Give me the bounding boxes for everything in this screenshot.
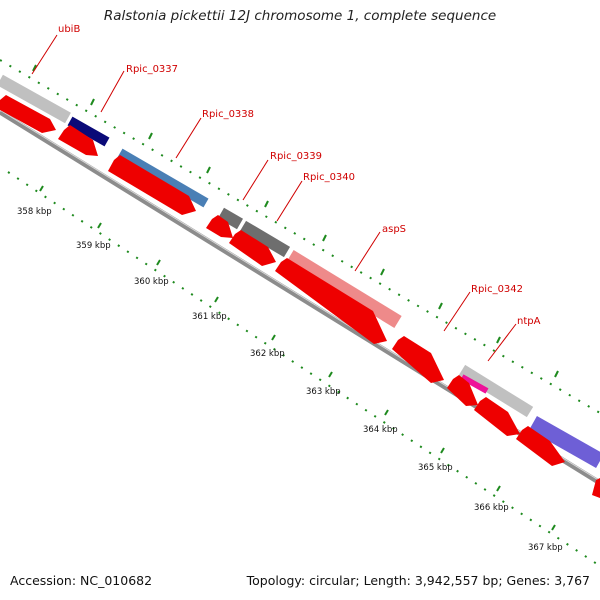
gene-label-ubiB[interactable]: ubiB: [58, 24, 80, 35]
gene-Rpic_0337-box[interactable]: [67, 116, 110, 147]
gene-label-Rpic_0337[interactable]: Rpic_0337: [126, 64, 178, 75]
gene-label-ntpA[interactable]: ntpA: [517, 316, 541, 327]
gene-Rpic_0340-box[interactable]: [239, 220, 291, 258]
gene-label-Rpic_0338[interactable]: Rpic_0338: [202, 109, 254, 120]
cds-arrow[interactable]: [206, 215, 233, 238]
kbp-label: 364 kbp: [363, 425, 398, 435]
gene-ntpA-box[interactable]: [458, 364, 534, 418]
cds-arrow[interactable]: [275, 258, 387, 344]
cds-arrow[interactable]: [392, 336, 444, 383]
inner-major-ticks: [39, 185, 556, 531]
gene-Rpic_0338-box[interactable]: [117, 148, 209, 208]
kbp-label: 365 kbp: [418, 463, 453, 473]
map-title: Ralstonia pickettii 12J chromosome 1, co…: [103, 8, 497, 24]
cds-arrow[interactable]: [474, 397, 520, 436]
kbp-label: 360 kbp: [134, 277, 169, 287]
cds-arrow[interactable]: [516, 426, 565, 466]
gene-violet-box[interactable]: [529, 416, 600, 468]
inner-tick-track: [7, 171, 600, 567]
cds-arrow[interactable]: [108, 155, 196, 215]
gene-ntpA-magenta-box[interactable]: [460, 374, 489, 394]
cds-arrow[interactable]: [0, 95, 56, 133]
gene-ubiB-box[interactable]: [0, 74, 71, 124]
kbp-label: 362 kbp: [250, 349, 285, 359]
gene-label-leaders: [31, 34, 517, 362]
gene-label-aspS[interactable]: aspS: [382, 224, 406, 235]
kbp-label: 359 kbp: [76, 241, 111, 251]
cds-arrow[interactable]: [447, 375, 478, 406]
gene-label-Rpic_0342[interactable]: Rpic_0342: [471, 284, 523, 295]
cds-arrow[interactable]: [229, 230, 276, 266]
gene-Rpic_0339-box[interactable]: [217, 207, 244, 230]
kbp-label: 358 kbp: [17, 207, 52, 217]
outer-tick-track: [0, 59, 600, 414]
gene-label-Rpic_0339[interactable]: Rpic_0339: [270, 151, 322, 162]
cds-arrows: [0, 95, 600, 498]
gene-label-Rpic_0340[interactable]: Rpic_0340: [303, 172, 355, 183]
kbp-label: 367 kbp: [528, 543, 563, 553]
genome-summary-text: Topology: circular; Length: 3,942,557 bp…: [246, 573, 590, 588]
kbp-label: 366 kbp: [474, 503, 509, 513]
kbp-label: 363 kbp: [306, 387, 341, 397]
accession-text: Accession: NC_010682: [10, 573, 153, 588]
kbp-label: 361 kbp: [192, 312, 227, 322]
gene-aspS-box[interactable]: [286, 250, 402, 328]
outer-major-ticks: [32, 64, 559, 378]
cds-arrow[interactable]: [592, 478, 600, 498]
cds-arrow[interactable]: [58, 125, 98, 156]
